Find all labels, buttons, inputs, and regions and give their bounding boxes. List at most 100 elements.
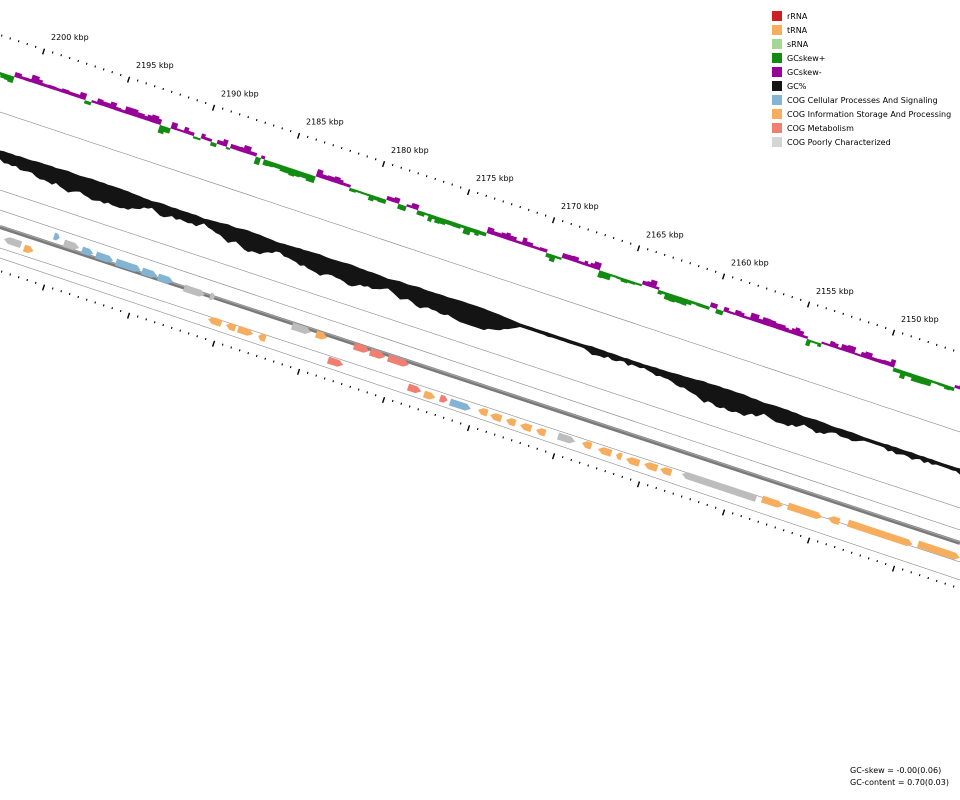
gene-arrow [478, 408, 489, 417]
minor-tick [34, 281, 37, 284]
gene-arrow [490, 413, 503, 423]
minor-tick [221, 107, 224, 110]
major-tick [891, 329, 896, 336]
tick-label: 2170 kbp [561, 202, 599, 211]
gc-skew-positive-bar [305, 173, 316, 184]
tick-label: 2190 kbp [221, 89, 259, 98]
gc-skew-positive-bar [288, 168, 297, 177]
legend-label: COG Information Storage And Processing [787, 109, 952, 119]
gc-skew-negative-bar [55, 87, 63, 93]
gc-skew-negative-bar [787, 329, 793, 334]
gc-skew-positive-bar [674, 295, 683, 304]
gc-skew-negative-bar [229, 143, 238, 151]
gc-skew-negative-bar [531, 245, 541, 251]
gene-arrow [368, 348, 386, 359]
gc-skew-track [0, 70, 960, 392]
minor-tick [663, 489, 666, 492]
gene-arrow [62, 239, 80, 250]
gc-skew-negative-bar [406, 204, 412, 209]
minor-tick [391, 163, 394, 167]
gc-skew-positive-bar [348, 187, 357, 193]
gc-skew-positive-bar [943, 384, 951, 391]
minor-tick [757, 520, 760, 523]
minor-tick [425, 411, 428, 414]
gc-skew-positive-bar [910, 373, 920, 383]
minor-tick [952, 349, 955, 352]
gc-skew-positive-bar [548, 254, 556, 263]
gene-arrow [556, 432, 576, 444]
minor-tick [927, 340, 930, 344]
gc-skew-negative-bar [96, 98, 104, 106]
major-tick [296, 368, 301, 375]
gene-arrow [208, 292, 215, 301]
minor-tick [952, 585, 955, 588]
gc-skew-negative-bar [878, 358, 884, 365]
minor-tick [561, 456, 564, 459]
minor-tick [281, 127, 284, 130]
major-tick [381, 396, 386, 404]
minor-tick [272, 360, 275, 363]
gene-arrow [828, 516, 841, 526]
gc-skew-positive-bar [293, 169, 302, 178]
minor-tick [196, 335, 199, 338]
gc-skew-positive-bar [657, 289, 663, 295]
gene-arrow [448, 398, 471, 411]
gene-arrow [22, 244, 34, 254]
minor-tick [119, 309, 122, 313]
minor-tick [799, 298, 802, 301]
gc-skew-negative-bar [777, 323, 786, 332]
minor-tick [349, 149, 352, 152]
gc-skew-negative-bar [249, 150, 258, 157]
gene-arrow [406, 383, 422, 394]
gc-skew-stat: GC-skew = -0.00(0.06) [850, 766, 942, 775]
minor-tick [697, 265, 700, 268]
legend-item: COG Poorly Characterized [772, 135, 958, 149]
gc-skew-positive-bar [810, 340, 819, 345]
major-tick [296, 132, 301, 139]
minor-tick [94, 301, 97, 304]
gene-arrow [520, 423, 533, 433]
gc-skew-negative-bar [47, 84, 57, 91]
gc-skew-negative-bar [114, 106, 122, 112]
gene-arrow [226, 323, 237, 332]
gc-skew-positive-bar [691, 300, 698, 306]
gc-skew-positive-bar [474, 229, 480, 237]
minor-tick [451, 419, 454, 422]
minor-tick [782, 293, 785, 296]
major-tick [466, 189, 471, 196]
minor-tick [332, 380, 335, 383]
minor-tick [706, 503, 709, 507]
tick-label: 2200 kbp [51, 33, 89, 42]
gc-skew-negative-bar [320, 174, 329, 181]
minor-tick [9, 37, 12, 40]
minor-tick [519, 205, 522, 209]
minor-tick [774, 290, 777, 293]
minor-tick [578, 461, 581, 464]
minor-tick [136, 315, 139, 318]
minor-tick [697, 501, 700, 504]
gene-arrow [386, 354, 409, 367]
tick-label-group: 2200 kbp 2195 kbp 2190 kbp 2185 kbp 2180 kbp… [51, 33, 939, 324]
gc-skew-negative-bar [41, 82, 49, 88]
gc-skew-negative-bar [101, 101, 111, 109]
minor-tick [612, 236, 615, 240]
major-tick [126, 312, 131, 319]
minor-tick [323, 141, 326, 144]
minor-tick [867, 321, 870, 324]
gc-skew-negative-bar [341, 182, 352, 188]
minor-tick [281, 363, 284, 366]
gc-skew-positive-bar [431, 215, 437, 220]
gc-skew-negative-bar [150, 114, 160, 124]
minor-tick [876, 560, 879, 563]
minor-tick [153, 321, 156, 324]
gc-skew-negative-bar [566, 254, 574, 262]
legend-item: COG Cellular Processes And Signaling [772, 93, 958, 107]
minor-tick [621, 475, 624, 478]
minor-tick [408, 169, 411, 172]
minor-tick [859, 554, 862, 557]
gene-arrow [682, 472, 758, 502]
minor-tick [94, 65, 97, 68]
gene-arrow [94, 251, 114, 263]
minor-tick [731, 276, 734, 279]
gc-skew-negative-bar [840, 344, 849, 352]
